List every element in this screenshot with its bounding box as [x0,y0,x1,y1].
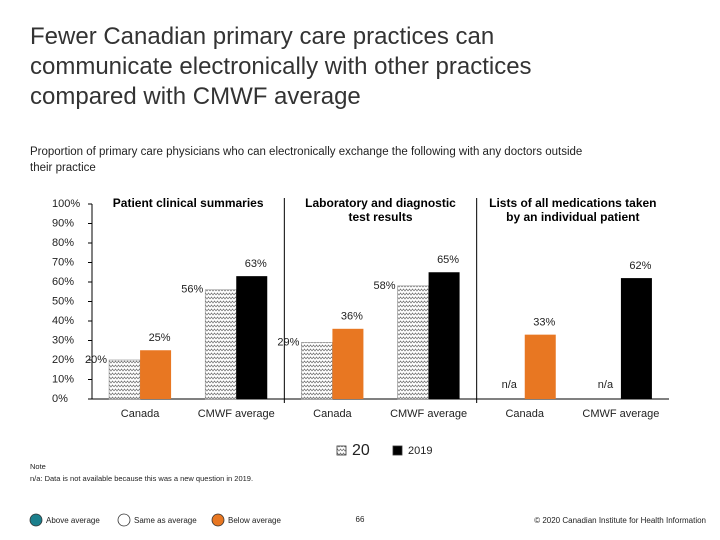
x-tick-label: CMWF average [390,408,467,420]
value-label: 36% [341,311,363,323]
value-label: 29% [277,336,299,348]
note: Note [30,462,46,471]
x-tick-label: CMWF average [582,408,659,420]
value-label: 56% [181,284,203,296]
footer-legend-label: Above average [46,516,100,525]
y-tick-label: 80% [52,237,74,249]
note: n/a: Data is not available because this … [30,474,253,483]
bar [332,328,364,399]
y-tick-label: 20% [52,354,74,366]
group-title: Laboratory and diagnostic test results [305,196,456,224]
slide-title: Fewer Canadian primary care practices ca… [30,23,532,110]
value-label: 63% [245,258,267,270]
y-tick-label: 90% [52,217,74,229]
y-tick-label: 40% [52,315,74,327]
x-tick-label: Canada [313,408,352,420]
copyright: © 2020 Canadian Institute for Health Inf… [534,516,706,525]
y-tick-label: 100% [52,198,80,210]
bar [140,350,172,399]
value-label: 62% [629,260,651,272]
value-label: 33% [533,317,555,329]
x-tick-label: CMWF average [198,408,275,420]
bar [301,342,333,400]
y-tick-label: 0% [52,393,68,405]
footer-legend-dot [211,513,225,527]
footer-legend-label: Same as average [134,516,197,525]
bar [236,276,268,399]
value-label: 25% [149,332,171,344]
y-tick-label: 30% [52,334,74,346]
bar [428,272,460,399]
group-title: Lists of all medications taken by an ind… [489,196,657,224]
legend-label: 20 [352,442,370,459]
legend-swatch [392,445,403,456]
x-tick-label: Canada [505,408,544,420]
y-tick-label: 60% [52,276,74,288]
bar [397,285,429,400]
value-label: 20% [85,354,107,366]
value-label: n/a [598,379,614,391]
legend-label: 2019 [408,445,432,457]
group-title: Patient clinical summaries [112,196,264,210]
footer-legend-label: Below average [228,516,281,525]
bar [620,278,652,399]
x-tick-label: Canada [121,408,160,420]
value-label: n/a [502,379,518,391]
page-number: 66 [356,515,365,524]
value-label: 58% [374,280,396,292]
footer-legend-dot [117,513,131,527]
legend-swatch [336,445,347,456]
bar [204,289,237,400]
y-tick-label: 10% [52,373,74,385]
y-tick-label: 50% [52,295,74,307]
bar [108,359,141,400]
slide-subtitle: Proportion of primary care physicians wh… [30,146,583,174]
value-label: 65% [437,254,459,266]
y-tick-label: 70% [52,256,74,268]
bar [524,334,556,399]
footer-legend-dot [29,513,43,527]
